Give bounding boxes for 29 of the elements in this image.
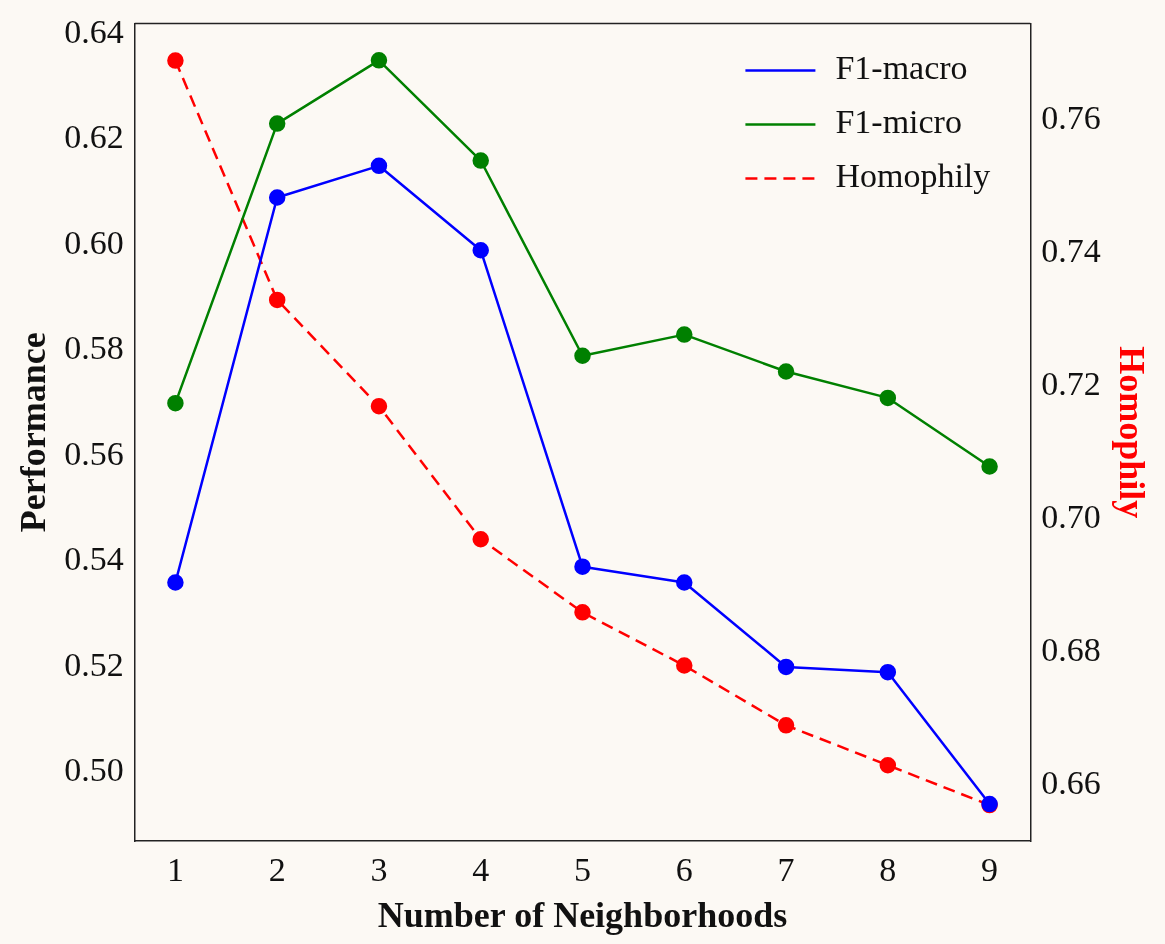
x-tick-label: 6 (675, 851, 693, 889)
x-tick-label: 7 (777, 851, 795, 889)
x-tick-label: 8 (879, 851, 897, 889)
y-tick-label: 0.58 (64, 329, 124, 367)
x-tick-label: 5 (574, 851, 591, 889)
y-tick-label: 0.56 (64, 434, 124, 472)
x-tick-label: 2 (268, 851, 286, 889)
x-tick-label: 9 (981, 851, 999, 889)
y2-tick-label: 0.72 (1041, 365, 1101, 403)
y2-tick-label: 0.70 (1041, 498, 1101, 536)
x-tick-label: 3 (370, 851, 388, 889)
y-tick-label: 0.62 (64, 118, 124, 156)
x-axis-title: Number of Neighborhoods (377, 894, 788, 935)
legend-label: F1-macro (835, 49, 968, 87)
y2-tick-label: 0.76 (1041, 99, 1101, 137)
y-tick-label: 0.50 (64, 751, 124, 789)
y-tick-label: 0.60 (64, 223, 124, 261)
y-tick-label: 0.52 (64, 645, 124, 683)
y2-tick-label: 0.74 (1041, 232, 1101, 270)
y-tick-label: 0.54 (64, 540, 124, 578)
legend-label: Homophily (835, 157, 991, 195)
x-tick-label: 1 (166, 851, 184, 889)
y-axis-title: Performance (12, 332, 53, 533)
x-tick-label: 4 (472, 851, 490, 889)
y-tick-label: 0.64 (64, 12, 124, 50)
y2-axis-title: Homophily (1112, 346, 1153, 519)
legend-label: F1-micro (835, 103, 962, 141)
y2-tick-label: 0.68 (1041, 631, 1101, 669)
y2-tick-label: 0.66 (1041, 764, 1101, 802)
